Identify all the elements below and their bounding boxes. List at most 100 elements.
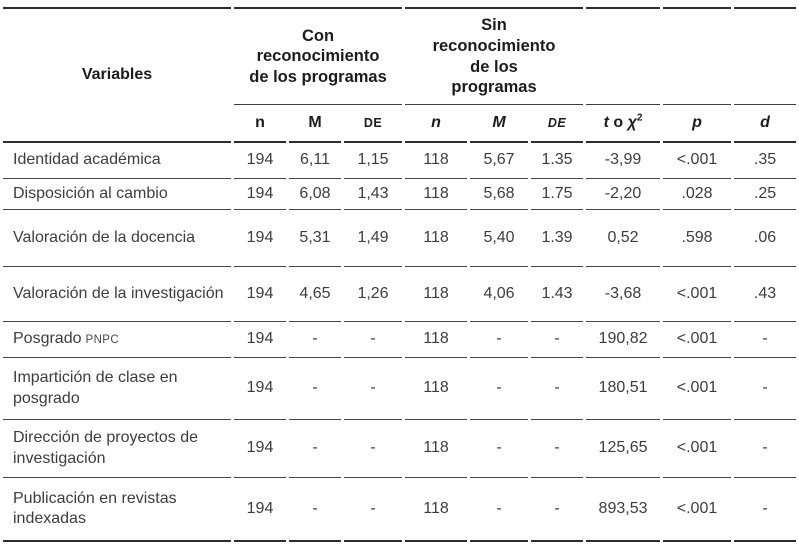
de2-cell: 1.39 xyxy=(531,210,584,267)
p-cell: <.001 xyxy=(663,267,732,322)
variable-name-cell: Valoración de la investigación xyxy=(3,267,231,322)
variable-name-cell: Impartición de clase en posgrado xyxy=(3,358,231,420)
de1-cell: - xyxy=(344,358,403,420)
m1-cell: 5,31 xyxy=(289,210,341,267)
d-cell: - xyxy=(734,420,797,478)
subheader-t-chi2: t o χ2 xyxy=(586,105,661,143)
de2-cell: 1.35 xyxy=(531,143,584,179)
de1-cell: - xyxy=(344,478,403,542)
de2-cell: - xyxy=(531,358,584,420)
d-cell: - xyxy=(734,478,797,542)
table-row: Valoración de la docencia 194 5,31 1,49 … xyxy=(3,210,797,267)
group-header-row: Variables Con reconocimiento de los prog… xyxy=(3,7,797,143)
subheader-de2: DE xyxy=(531,105,584,143)
m2-cell: 5,68 xyxy=(470,179,529,210)
variable-name-cell: Dirección de proyectos de investigación xyxy=(3,420,231,478)
m2-cell: 5,40 xyxy=(470,210,529,267)
de2-cell: 1.75 xyxy=(531,179,584,210)
m2-cell: 5,67 xyxy=(470,143,529,179)
subheader-m2: M xyxy=(470,105,529,143)
n2-cell: 118 xyxy=(405,267,468,322)
de1-cell: - xyxy=(344,322,403,358)
de2-cell: - xyxy=(531,420,584,478)
n1-cell: 194 xyxy=(234,478,286,542)
subheader-m1: M xyxy=(289,105,341,143)
o-conjunction: o xyxy=(608,113,628,131)
d-cell: - xyxy=(734,322,797,358)
variable-name-cell: Valoración de la docencia xyxy=(3,210,231,267)
table-row: Publicación en revistas indexadas 194 - … xyxy=(3,478,797,542)
t-chi2-cell: 125,65 xyxy=(586,420,661,478)
n2-cell: 118 xyxy=(405,358,468,420)
d-cell: - xyxy=(734,358,797,420)
de1-cell: 1,43 xyxy=(344,179,403,210)
p-cell: .028 xyxy=(663,179,732,210)
de2-cell: 1.43 xyxy=(531,267,584,322)
n1-cell: 194 xyxy=(234,143,286,179)
m2-cell: - xyxy=(470,322,529,358)
t-chi2-cell: -3,68 xyxy=(586,267,661,322)
p-cell: <.001 xyxy=(663,322,732,358)
empty-header-cell-t xyxy=(586,7,661,105)
statistics-table: Variables Con reconocimiento de los prog… xyxy=(0,7,799,542)
subheader-d: d xyxy=(734,105,797,143)
t-chi2-cell: 180,51 xyxy=(586,358,661,420)
d-cell: .25 xyxy=(734,179,797,210)
p-cell: .598 xyxy=(663,210,732,267)
p-cell: <.001 xyxy=(663,420,732,478)
table-row: Valoración de la investigación 194 4,65 … xyxy=(3,267,797,322)
table-row: Dirección de proyectos de investigación … xyxy=(3,420,797,478)
m1-cell: 4,65 xyxy=(289,267,341,322)
table-row: Impartición de clase en posgrado 194 - -… xyxy=(3,358,797,420)
chi-exponent: 2 xyxy=(636,112,643,124)
n2-cell: 118 xyxy=(405,179,468,210)
subheader-row: n M DE n M DE t o χ2 p d xyxy=(3,105,797,143)
t-symbol: t xyxy=(603,113,609,131)
empty-header-cell-p xyxy=(663,7,732,105)
de2-cell: - xyxy=(531,322,584,358)
subheader-n1: n xyxy=(234,105,286,143)
m1-cell: - xyxy=(289,420,341,478)
empty-header-cell-d xyxy=(734,7,797,105)
d-cell: .06 xyxy=(734,210,797,267)
m1-cell: - xyxy=(289,322,341,358)
table-row: Disposición al cambio 194 6,08 1,43 118 … xyxy=(3,179,797,210)
n2-cell: 118 xyxy=(405,420,468,478)
p-cell: <.001 xyxy=(663,358,732,420)
subheader-n2: n xyxy=(405,105,468,143)
m1-cell: - xyxy=(289,478,341,542)
n1-cell: 194 xyxy=(234,179,286,210)
m1-cell: - xyxy=(289,358,341,420)
n2-cell: 118 xyxy=(405,322,468,358)
subheader-p: p xyxy=(663,105,732,143)
de1-cell: - xyxy=(344,420,403,478)
t-chi2-cell: -3,99 xyxy=(586,143,661,179)
subheader-de1: DE xyxy=(344,105,403,143)
group2-header: Sin reconocimiento de los programas xyxy=(405,7,584,105)
m1-cell: 6,08 xyxy=(289,179,341,210)
variable-name-cell: Publicación en revistas indexadas xyxy=(3,478,231,542)
variables-header: Variables xyxy=(3,7,231,143)
t-chi2-cell: 0,52 xyxy=(586,210,661,267)
de1-cell: 1,15 xyxy=(344,143,403,179)
t-chi2-cell: -2,20 xyxy=(586,179,661,210)
m2-cell: - xyxy=(470,358,529,420)
n2-cell: 118 xyxy=(405,143,468,179)
p-cell: <.001 xyxy=(663,143,732,179)
de2-cell: - xyxy=(531,478,584,542)
n1-cell: 194 xyxy=(234,420,286,478)
variable-name-cell: Identidad académica xyxy=(3,143,231,179)
n2-cell: 118 xyxy=(405,478,468,542)
m2-cell: - xyxy=(470,478,529,542)
pnpc-suffix: PNPC xyxy=(85,334,120,347)
de1-cell: 1,49 xyxy=(344,210,403,267)
p-cell: <.001 xyxy=(663,478,732,542)
n1-cell: 194 xyxy=(234,358,286,420)
m1-cell: 6,11 xyxy=(289,143,341,179)
n1-cell: 194 xyxy=(234,322,286,358)
table-row: Identidad académica 194 6,11 1,15 118 5,… xyxy=(3,143,797,179)
d-cell: .43 xyxy=(734,267,797,322)
m2-cell: 4,06 xyxy=(470,267,529,322)
t-chi2-cell: 893,53 xyxy=(586,478,661,542)
n1-cell: 194 xyxy=(234,267,286,322)
